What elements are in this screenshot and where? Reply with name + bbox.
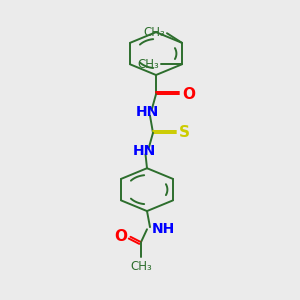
Text: S: S — [179, 125, 190, 140]
Text: NH: NH — [152, 222, 175, 236]
Text: CH₃: CH₃ — [130, 260, 152, 273]
Text: CH₃: CH₃ — [144, 26, 166, 39]
Text: CH₃: CH₃ — [138, 58, 160, 71]
Text: HN: HN — [135, 106, 159, 119]
Text: HN: HN — [132, 144, 156, 158]
Text: O: O — [182, 87, 195, 102]
Text: O: O — [114, 229, 127, 244]
